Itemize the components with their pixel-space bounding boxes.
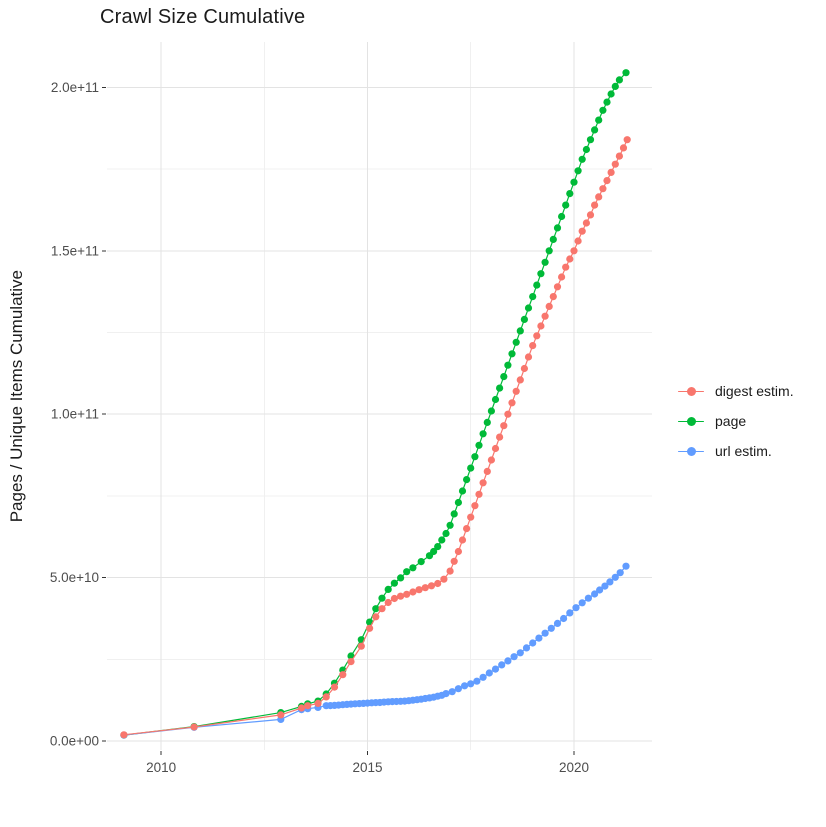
chart-title: Crawl Size Cumulative	[100, 6, 306, 28]
svg-text:2010: 2010	[146, 760, 176, 775]
svg-text:5.0e+10: 5.0e+10	[50, 570, 99, 585]
legend-label: url estim.	[715, 443, 772, 459]
legend-label: page	[715, 413, 747, 429]
legend-item-url-estim: url estim.	[678, 436, 794, 466]
svg-text:1.5e+11: 1.5e+11	[51, 243, 99, 258]
svg-text:2020: 2020	[559, 760, 589, 775]
legend: digest estim. page url estim.	[678, 376, 794, 466]
svg-text:2015: 2015	[353, 760, 383, 775]
svg-text:0.0e+00: 0.0e+00	[50, 734, 99, 749]
legend-key-icon	[678, 384, 704, 398]
svg-text:1.0e+11: 1.0e+11	[51, 407, 99, 422]
svg-text:2.0e+11: 2.0e+11	[51, 80, 99, 95]
legend-key-icon	[678, 444, 704, 458]
legend-item-page: page	[678, 406, 794, 436]
legend-key-icon	[678, 414, 704, 428]
legend-item-digest-estim: digest estim.	[678, 376, 794, 406]
legend-label: digest estim.	[715, 383, 794, 399]
